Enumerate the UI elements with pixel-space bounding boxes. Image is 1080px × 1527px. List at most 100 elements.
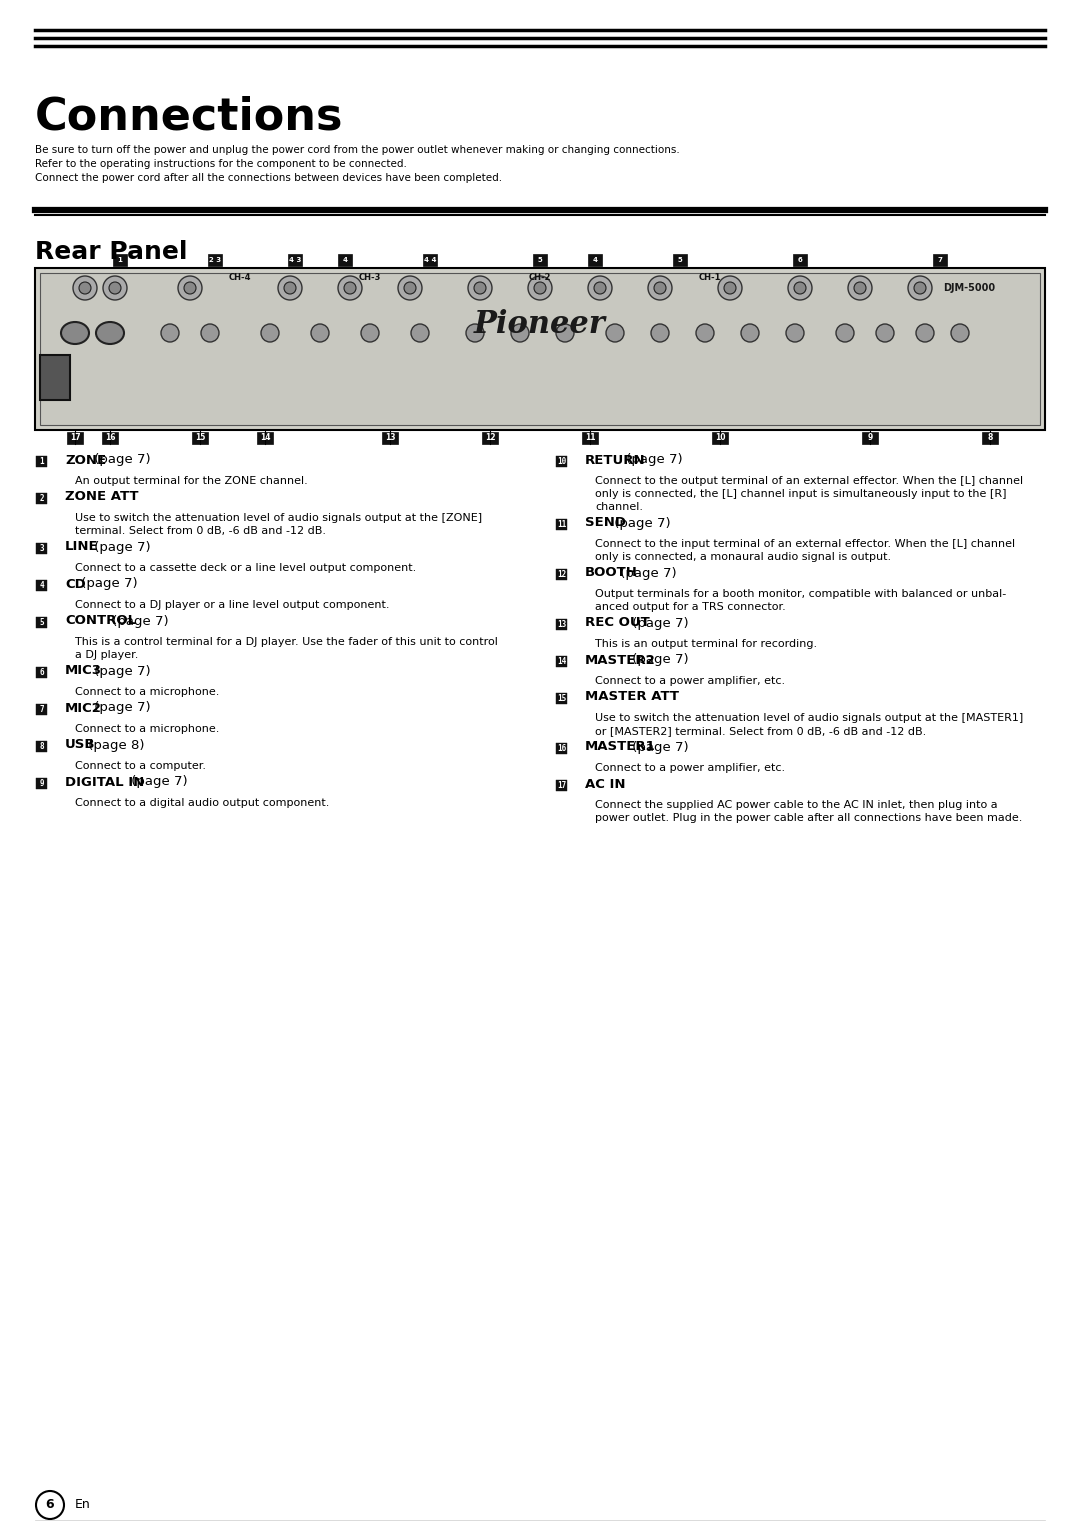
Text: 5: 5 bbox=[538, 257, 542, 263]
Text: Pioneer: Pioneer bbox=[474, 308, 606, 341]
Text: anced output for a TRS connector.: anced output for a TRS connector. bbox=[595, 602, 786, 612]
Text: 2 3: 2 3 bbox=[208, 257, 221, 263]
Text: (page 7): (page 7) bbox=[629, 654, 689, 666]
Text: only is connected, the [L] channel input is simultaneously input to the [R]: only is connected, the [L] channel input… bbox=[595, 489, 1007, 499]
Text: 4 3: 4 3 bbox=[288, 257, 301, 263]
Ellipse shape bbox=[60, 322, 89, 344]
Text: power outlet. Plug in the power cable after all connections have been made.: power outlet. Plug in the power cable af… bbox=[595, 812, 1023, 823]
Text: DJM-5000: DJM-5000 bbox=[943, 282, 995, 293]
Circle shape bbox=[184, 282, 195, 295]
Text: MASTER2: MASTER2 bbox=[585, 654, 656, 666]
Circle shape bbox=[718, 276, 742, 299]
Circle shape bbox=[951, 324, 969, 342]
Circle shape bbox=[79, 282, 91, 295]
Text: 3: 3 bbox=[39, 544, 44, 553]
Bar bbox=[192, 432, 208, 444]
Text: (page 7): (page 7) bbox=[629, 617, 689, 629]
Text: AC IN: AC IN bbox=[585, 777, 625, 791]
Text: 9: 9 bbox=[867, 434, 873, 443]
Text: 10: 10 bbox=[557, 457, 566, 466]
Circle shape bbox=[399, 276, 422, 299]
Text: (page 7): (page 7) bbox=[108, 614, 170, 628]
Circle shape bbox=[606, 324, 624, 342]
Circle shape bbox=[511, 324, 529, 342]
Bar bbox=[556, 568, 567, 580]
Bar bbox=[40, 354, 70, 400]
Text: 12: 12 bbox=[557, 570, 566, 579]
Bar bbox=[257, 432, 273, 444]
Text: Connect to a microphone.: Connect to a microphone. bbox=[75, 724, 219, 734]
Text: Connect to a computer.: Connect to a computer. bbox=[75, 760, 206, 771]
Bar bbox=[208, 253, 222, 266]
Text: (page 7): (page 7) bbox=[616, 567, 677, 580]
Text: USB: USB bbox=[65, 739, 95, 751]
Circle shape bbox=[696, 324, 714, 342]
Bar bbox=[35, 269, 1045, 431]
Text: Use to switch the attenuation level of audio signals output at the [MASTER1]: Use to switch the attenuation level of a… bbox=[595, 713, 1023, 722]
Text: channel.: channel. bbox=[595, 502, 643, 512]
Circle shape bbox=[916, 324, 934, 342]
Text: (page 7): (page 7) bbox=[622, 454, 683, 467]
Text: 9: 9 bbox=[39, 779, 44, 788]
Text: (page 7): (page 7) bbox=[78, 577, 138, 591]
Circle shape bbox=[338, 276, 362, 299]
Circle shape bbox=[914, 282, 926, 295]
Text: An output terminal for the ZONE channel.: An output terminal for the ZONE channel. bbox=[75, 476, 308, 486]
Bar bbox=[712, 432, 728, 444]
Bar bbox=[382, 432, 399, 444]
Bar bbox=[556, 618, 567, 629]
Text: 7: 7 bbox=[39, 704, 44, 713]
Bar bbox=[36, 542, 48, 554]
Text: 13: 13 bbox=[557, 620, 566, 629]
Circle shape bbox=[284, 282, 296, 295]
Text: CONTROL: CONTROL bbox=[65, 614, 136, 628]
Ellipse shape bbox=[96, 322, 124, 344]
Circle shape bbox=[528, 276, 552, 299]
Text: CH-3: CH-3 bbox=[359, 273, 381, 282]
Circle shape bbox=[908, 276, 932, 299]
Text: Connect to a digital audio output component.: Connect to a digital audio output compon… bbox=[75, 799, 329, 808]
Circle shape bbox=[794, 282, 806, 295]
Text: 4: 4 bbox=[39, 580, 44, 589]
Bar bbox=[588, 253, 602, 266]
Circle shape bbox=[261, 324, 279, 342]
Bar bbox=[423, 253, 437, 266]
Text: 5: 5 bbox=[677, 257, 683, 263]
Circle shape bbox=[876, 324, 894, 342]
Bar bbox=[556, 780, 567, 791]
Bar bbox=[36, 704, 48, 715]
Text: 17: 17 bbox=[557, 780, 566, 789]
Text: (page 7): (page 7) bbox=[127, 776, 188, 788]
Text: terminal. Select from 0 dB, -6 dB and -12 dB.: terminal. Select from 0 dB, -6 dB and -1… bbox=[75, 525, 326, 536]
Text: 14: 14 bbox=[260, 434, 270, 443]
Text: 4: 4 bbox=[593, 257, 597, 263]
Text: (page 8): (page 8) bbox=[83, 739, 144, 751]
Bar bbox=[36, 667, 48, 678]
Text: ZONE ATT: ZONE ATT bbox=[65, 490, 138, 504]
Text: 5: 5 bbox=[39, 617, 44, 626]
Text: 1: 1 bbox=[118, 257, 122, 263]
Text: 11: 11 bbox=[557, 519, 566, 528]
Text: 6: 6 bbox=[798, 257, 802, 263]
Text: (page 7): (page 7) bbox=[90, 701, 150, 715]
Text: 13: 13 bbox=[384, 434, 395, 443]
Circle shape bbox=[361, 324, 379, 342]
Text: MIC3: MIC3 bbox=[65, 664, 102, 678]
Bar bbox=[582, 432, 598, 444]
Text: REC OUT: REC OUT bbox=[585, 617, 650, 629]
Bar bbox=[67, 432, 83, 444]
Text: CH-4: CH-4 bbox=[229, 273, 252, 282]
Text: CD: CD bbox=[65, 577, 85, 591]
Circle shape bbox=[311, 324, 329, 342]
Bar bbox=[556, 455, 567, 467]
Text: RETURN: RETURN bbox=[585, 454, 646, 467]
Text: 6: 6 bbox=[45, 1498, 54, 1512]
Text: 1: 1 bbox=[39, 457, 44, 466]
Circle shape bbox=[278, 276, 302, 299]
Text: 2: 2 bbox=[39, 493, 44, 502]
Text: Use to switch the attenuation level of audio signals output at the [ZONE]: Use to switch the attenuation level of a… bbox=[75, 513, 482, 524]
Bar bbox=[36, 741, 48, 751]
Text: CH-1: CH-1 bbox=[699, 273, 721, 282]
Bar bbox=[534, 253, 546, 266]
Bar bbox=[793, 253, 807, 266]
